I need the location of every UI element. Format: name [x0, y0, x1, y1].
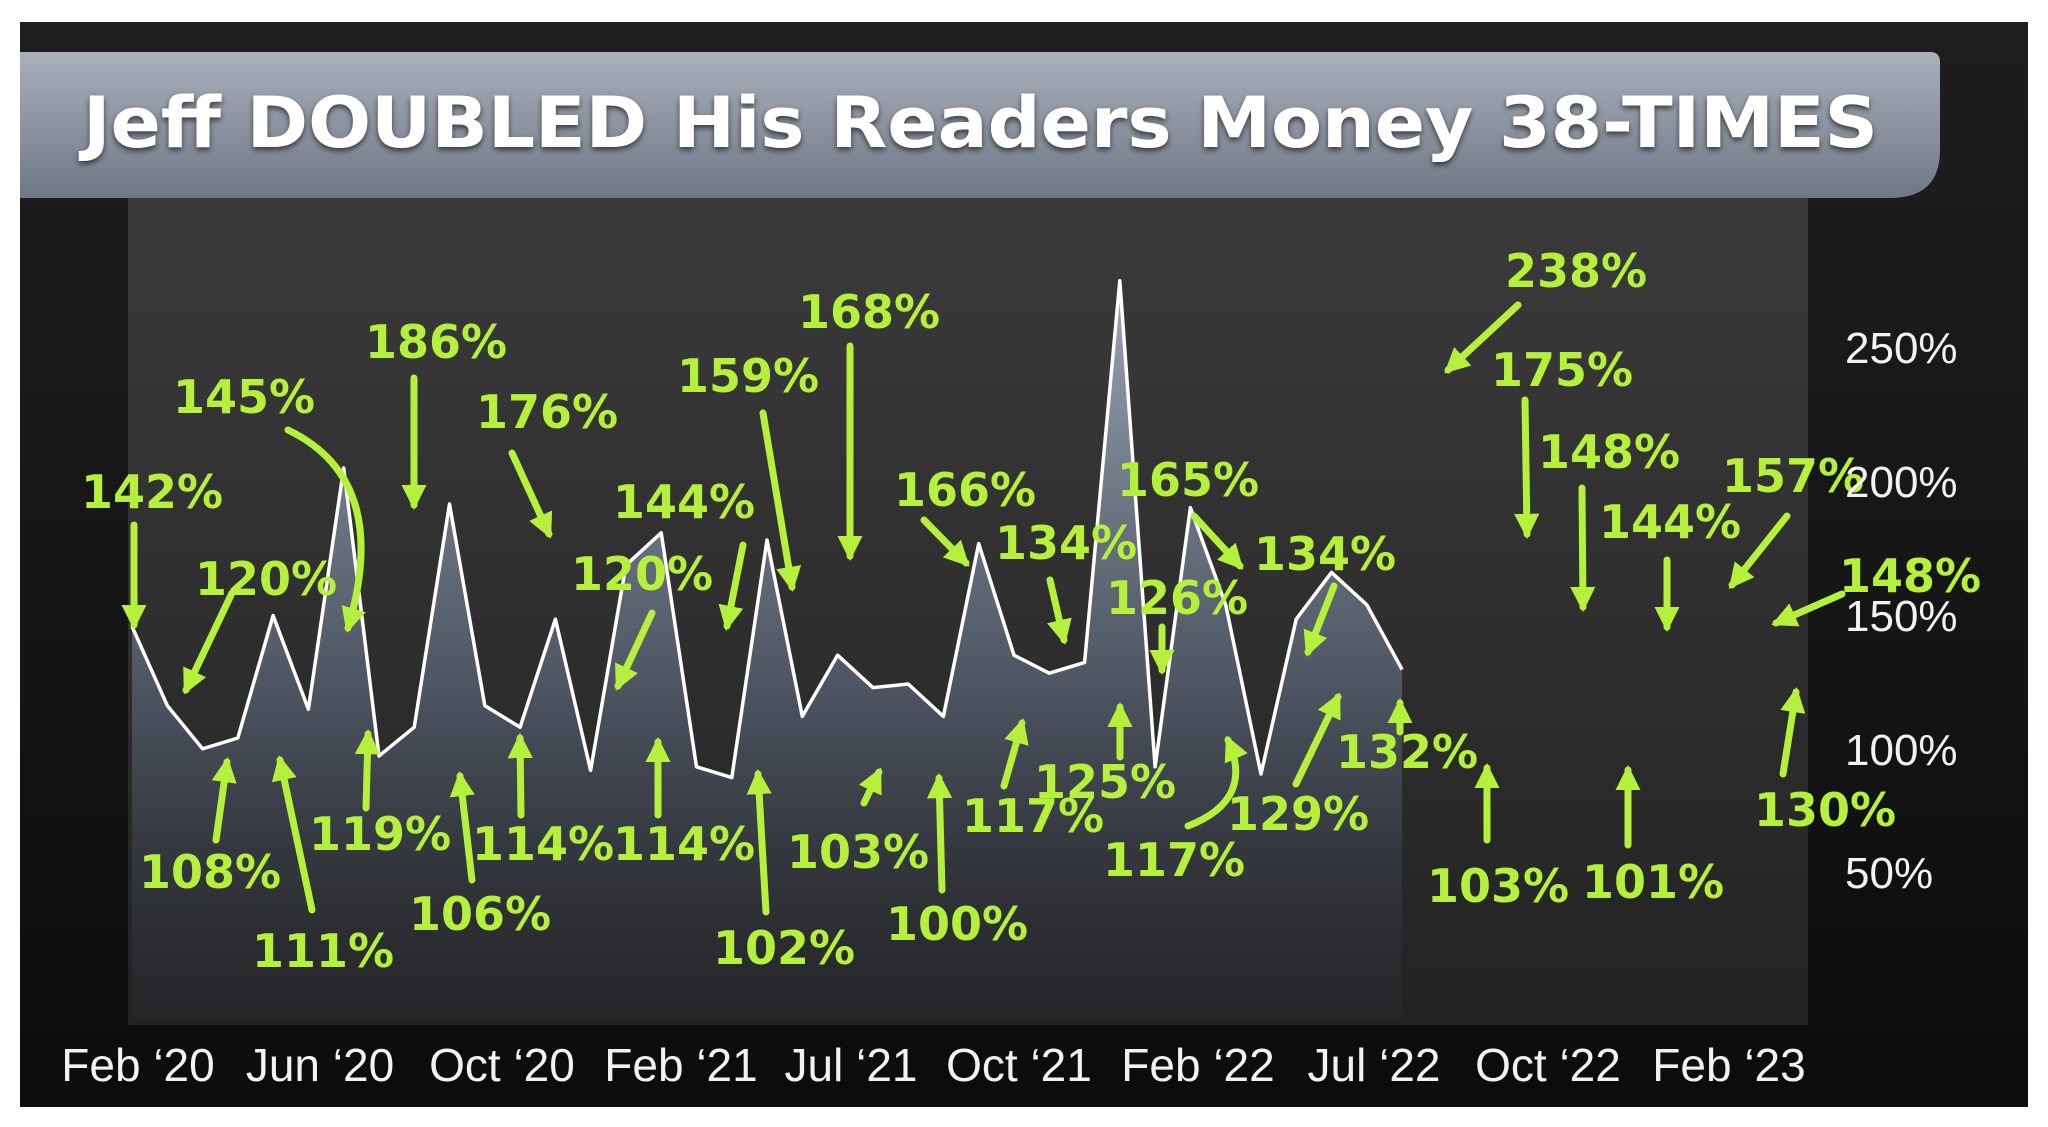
annotation-arrow: [1444, 301, 1522, 374]
x-tick-label: Oct ‘20: [429, 1039, 575, 1091]
annotation-arrow: [284, 426, 366, 633]
data-label: 102%: [713, 921, 855, 975]
chart-title: Jeff DOUBLED His Readers Money 38-TIMES: [79, 82, 1878, 164]
annotation-arrow: [746, 768, 772, 916]
annotation-arrow: [1570, 484, 1596, 613]
annotation-arrow: [920, 516, 970, 567]
series-line: [130, 279, 1404, 780]
annotation-arrows: [121, 301, 1846, 916]
data-label: 117%: [1103, 833, 1245, 887]
x-tick-label: Feb ‘23: [1652, 1039, 1805, 1091]
data-label: 106%: [409, 887, 551, 941]
data-label: 126%: [1106, 571, 1248, 625]
x-tick-label: Feb ‘21: [604, 1039, 757, 1091]
annotation-arrow: [1000, 718, 1029, 790]
data-label: 144%: [1599, 495, 1741, 549]
data-label: 166%: [894, 463, 1036, 517]
y-tick-label: 50%: [1845, 849, 1933, 898]
y-axis: 250% 200% 150% 100% 50%: [1845, 324, 1958, 898]
data-label: 186%: [365, 315, 507, 369]
data-label: 134%: [1254, 527, 1396, 581]
data-label: 165%: [1117, 453, 1259, 507]
annotation-arrow: [718, 541, 747, 631]
x-tick-label: Jul ‘21: [785, 1039, 918, 1091]
y-tick-label: 200%: [1845, 458, 1958, 507]
y-tick-label: 100%: [1845, 726, 1958, 775]
data-label: 148%: [1839, 549, 1981, 603]
y-tick-label: 250%: [1845, 324, 1958, 373]
x-tick-label: Jul ‘22: [1308, 1039, 1441, 1091]
data-labels: 142% 120% 108% 111% 145% 119% 186% 106% 114% 176%…: [81, 244, 1981, 978]
annotation-arrow: [759, 409, 802, 592]
x-tick-label: Oct ‘22: [1475, 1039, 1621, 1091]
data-label: 148%: [1538, 425, 1680, 479]
data-label: 130%: [1754, 783, 1896, 837]
data-label: 111%: [252, 924, 394, 978]
data-label: 159%: [677, 349, 819, 403]
data-label: 119%: [309, 807, 451, 861]
annotation-arrow: [449, 770, 476, 884]
data-label: 100%: [886, 897, 1028, 951]
annotation-arrow: [354, 728, 381, 812]
title-band: [20, 52, 1940, 198]
data-label: 120%: [195, 552, 337, 606]
annotation-arrow: [1190, 512, 1244, 570]
annotation-arrow: [858, 767, 883, 807]
data-label: 175%: [1491, 343, 1633, 397]
y-tick-label: 150%: [1845, 592, 1958, 641]
data-label: 238%: [1505, 244, 1647, 298]
annotation-arrow: [1292, 692, 1342, 788]
x-tick-label: Feb ‘22: [1121, 1039, 1274, 1091]
annotation-arrow: [1184, 735, 1248, 830]
annotation-arrow: [614, 609, 656, 691]
data-label: 117%: [962, 789, 1104, 843]
annotation-arrow: [508, 449, 553, 539]
data-label: 157%: [1722, 449, 1864, 503]
annotation-arrow: [1046, 576, 1072, 645]
data-label: 103%: [787, 825, 929, 879]
data-label: 145%: [173, 370, 315, 424]
x-tick-label: Feb ‘20: [61, 1039, 214, 1091]
data-label: 129%: [1227, 787, 1369, 841]
data-label: 114%: [613, 817, 755, 871]
annotation-arrow: [211, 757, 237, 844]
data-label: 103%: [1427, 859, 1569, 913]
annotation-arrow: [1514, 396, 1540, 540]
annotation-arrow: [1771, 590, 1846, 627]
x-tick-label: Oct ‘21: [946, 1039, 1092, 1091]
x-axis: Feb ‘20 Jun ‘20 Oct ‘20 Feb ‘21 Jul ‘21 Oct ‘…: [61, 1039, 1805, 1091]
data-label: 114%: [472, 817, 614, 871]
data-label: 132%: [1336, 725, 1478, 779]
annotation-arrow: [271, 755, 316, 914]
x-tick-label: Jun ‘20: [246, 1039, 394, 1091]
data-label: 176%: [476, 385, 618, 439]
data-label: 120%: [571, 547, 713, 601]
data-label: 168%: [798, 285, 940, 339]
data-label: 144%: [613, 475, 755, 529]
area-fill: [132, 280, 1403, 1020]
annotation-arrow: [1728, 512, 1791, 589]
data-label: 142%: [81, 465, 223, 519]
data-label: 108%: [139, 845, 281, 899]
annotation-arrow: [1303, 582, 1338, 657]
annotation-arrow: [182, 589, 236, 695]
annotation-arrow: [507, 732, 533, 819]
data-label: 125%: [1034, 755, 1176, 809]
annotation-arrow: [926, 772, 953, 894]
data-label: 101%: [1582, 855, 1724, 909]
annotation-arrow: [1779, 687, 1806, 778]
data-label: 134%: [995, 516, 1137, 570]
